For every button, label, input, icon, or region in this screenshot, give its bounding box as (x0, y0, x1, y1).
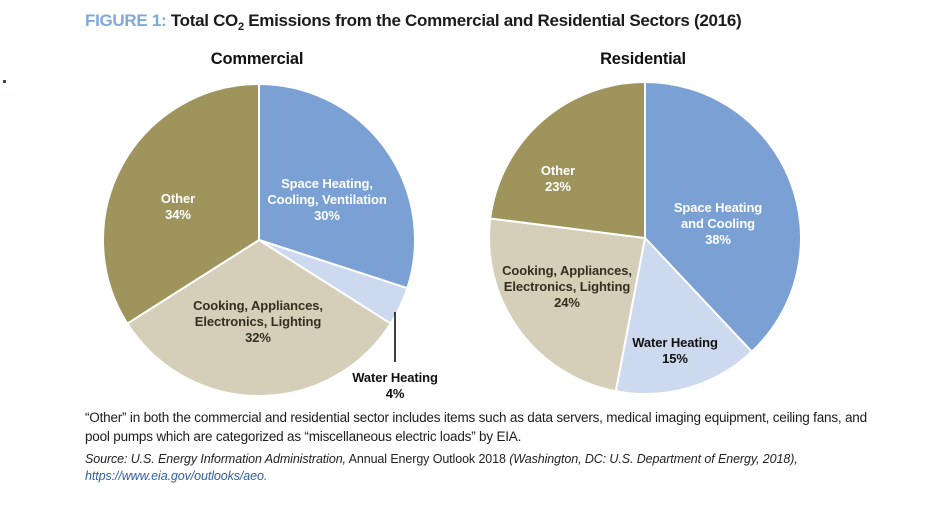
pie-slice-commercial-other (102, 83, 260, 325)
slice-label-residential-space-heating-and-cooling: Space Heating and Cooling 38% (674, 200, 762, 247)
slice-label-residential-cooking-appliances-electronics-lighting: Cooking, Appliances, Electronics, Lightin… (502, 263, 632, 310)
slice-label-commercial-space-heating-cooling-ventilation: Space Heating, Cooling, Ventilation 30% (267, 176, 386, 223)
slice-label-commercial-other: Other 34% (161, 191, 195, 222)
slice-label-commercial-water-heating: Water Heating 4% (352, 370, 438, 401)
footnote-line-2: pool pumps which are categorized as “mis… (85, 429, 522, 444)
co2-subscript: 2 (237, 21, 244, 33)
slice-label-commercial-cooking-appliances-electronics-lighting: Cooking, Appliances, Electronics, Lightin… (193, 298, 323, 345)
pie-slice-residential-other (489, 81, 646, 239)
figure-title: FIGURE 1: Total CO2 Emissions from the C… (85, 11, 742, 33)
pie-slice-residential-water-heating (614, 237, 753, 396)
pie-slice-commercial-space-heating-cooling-ventilation (258, 83, 416, 290)
slice-label-residential-water-heating: Water Heating 15% (632, 335, 718, 366)
figure-number: FIGURE 1: (85, 11, 167, 30)
source-publication: Annual Energy Outlook 2018 (348, 452, 506, 466)
pie-commercial: Space Heating, Cooling, Ventilation 30% Wat… (102, 83, 438, 401)
commercial-chart-title: Commercial (210, 50, 304, 68)
source-citation: Source: U.S. Energy Information Administ… (85, 451, 885, 484)
stray-mark (3, 80, 6, 83)
footnote: “Other” in both the commercial and resid… (85, 408, 885, 446)
footnote-line-1: “Other” in both the commercial and resid… (85, 410, 867, 425)
source-url-link[interactable]: https://www.eia.gov/outlooks/aeo. (85, 468, 268, 483)
pie-residential: Space Heating and Cooling 38% Water Heating… (488, 81, 802, 396)
pie-slice-residential-space-heating-and-cooling (644, 81, 802, 353)
source-publisher: (Washington, DC: U.S. Department of Ener… (509, 452, 798, 466)
residential-chart-title: Residential (600, 50, 686, 68)
slice-label-residential-other: Other 23% (541, 163, 575, 194)
pie-slice-residential-cooking-appliances-electronics-lighting (488, 217, 646, 393)
source-agency: Source: U.S. Energy Information Administ… (85, 452, 346, 466)
figure-title-post: Emissions from the Commercial and Reside… (243, 11, 742, 30)
figure-title-pre: Total CO (170, 11, 238, 30)
pie-slice-commercial-cooking-appliances-electronics-lighting (126, 239, 392, 397)
